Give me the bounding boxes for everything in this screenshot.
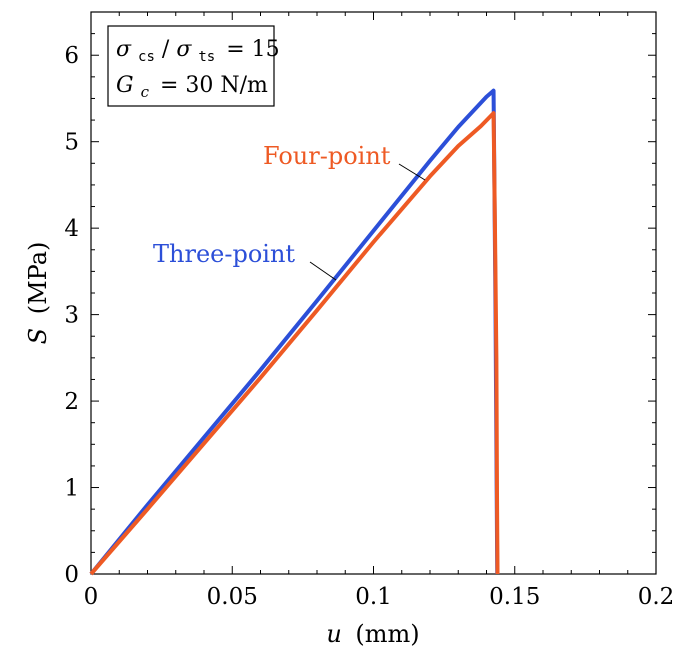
sigma-ts-subscript: ts	[198, 49, 215, 65]
y-tick-label: 3	[64, 303, 79, 329]
x-axis-unit: (mm)	[355, 620, 419, 648]
axis-tick-labels: 0 0.05 0.1 0.15 0.2 0 1 2 3 4 5 6	[64, 43, 674, 610]
x-tick-label: 0.2	[638, 584, 675, 610]
ratio-slash: /	[162, 37, 170, 62]
four-point-leader	[398, 163, 426, 181]
x-tick-label: 0.1	[355, 584, 392, 610]
y-axis-unit: (MPa)	[24, 242, 52, 315]
sigma-ts-symbol: σ	[176, 37, 192, 62]
three-point-leader	[309, 261, 337, 281]
gc-symbol: G	[116, 73, 134, 98]
y-axis-label: S (MPa)	[24, 242, 52, 345]
y-axis-variable: S	[24, 328, 52, 344]
four-point-annotation: Four-point	[263, 142, 391, 170]
parameter-box-frame	[107, 25, 275, 107]
series-layer	[89, 88, 500, 576]
stress-ratio-label: σ cs / σ ts = 15	[116, 37, 280, 67]
y-tick-label: 2	[64, 389, 79, 415]
x-axis-label: u (mm)	[326, 620, 419, 648]
x-tick-label: 0.15	[489, 584, 540, 610]
three-point-annotation: Three-point	[153, 240, 295, 268]
stress-ratio-value: = 15	[226, 37, 279, 62]
four-point-line	[89, 111, 500, 576]
fracture-energy-label: G c = 30 N/m	[116, 73, 268, 103]
x-axis-variable: u	[326, 620, 341, 648]
y-tick-label: 0	[64, 562, 79, 588]
sigma-cs-subscript: cs	[138, 49, 155, 65]
x-tick-label: 0	[84, 584, 99, 610]
y-tick-label: 6	[64, 43, 79, 69]
x-tick-label: 0.05	[207, 584, 258, 610]
gc-subscript: c	[141, 83, 150, 101]
sigma-cs-symbol: σ	[116, 37, 132, 62]
fracture-energy-value: = 30 N/m	[160, 73, 268, 98]
y-tick-label: 1	[64, 476, 79, 502]
parameter-box: σ cs / σ ts = 15 G c = 30 N/m	[107, 25, 280, 107]
y-tick-label: 5	[64, 130, 79, 156]
y-tick-label: 4	[64, 216, 79, 242]
axis-ticks	[90, 11, 657, 575]
